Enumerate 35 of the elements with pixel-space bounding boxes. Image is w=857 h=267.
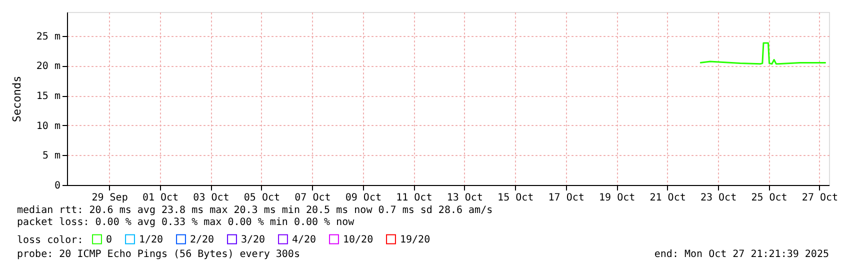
x-tick-label: 17 Oct bbox=[548, 192, 584, 204]
y-axis-title: Seconds bbox=[10, 76, 24, 122]
y-tick-label: 15 m bbox=[36, 91, 60, 102]
x-tick-label: 11 Oct bbox=[396, 192, 432, 204]
x-tick-label: 13 Oct bbox=[446, 192, 483, 204]
x-tick-label: 29 Sep bbox=[92, 192, 128, 204]
x-tick-label: 03 Oct bbox=[193, 192, 230, 204]
x-tick-label: 19 Oct bbox=[599, 192, 636, 204]
y-tick-label: 10 m bbox=[36, 120, 60, 132]
x-tick-label: 25 Oct bbox=[751, 192, 788, 204]
x-tick-label: 27 Oct bbox=[802, 192, 838, 204]
legend-label: 1/20 bbox=[139, 234, 164, 246]
legend-title: loss color: bbox=[17, 235, 84, 246]
y-tick-label: 5 m bbox=[42, 150, 60, 162]
text: median rtt: 20.6 ms avg 23.8 ms max 20.3 ms min 20.5 ms now 0.7 ms sd 28.6 am/s bbox=[17, 205, 493, 216]
legend-label: 4/20 bbox=[292, 234, 316, 246]
text: packet loss: 0.00 % avg 0.33 % max 0.00 % min 0.00 % now bbox=[17, 217, 356, 228]
x-tick-label: 01 Oct bbox=[142, 192, 179, 204]
x-tick-label: 15 Oct bbox=[498, 192, 534, 204]
legend-label: 3/20 bbox=[241, 234, 266, 246]
y-tick-label: 25 m bbox=[36, 31, 60, 42]
x-tick-label: 05 Oct bbox=[244, 192, 280, 204]
x-tick-label: 21 Oct bbox=[650, 192, 686, 204]
x-tick-label: 23 Oct bbox=[700, 192, 737, 204]
legend-label: 2/20 bbox=[190, 234, 214, 246]
y-tick-label: 0 bbox=[54, 180, 60, 192]
y-tick-label: 20 m bbox=[36, 61, 60, 72]
text: probe: 20 ICMP Echo Pings (56 Bytes) every 300s bbox=[17, 249, 300, 260]
legend-label: 19/20 bbox=[400, 234, 430, 246]
x-tick-label: 07 Oct bbox=[294, 192, 331, 204]
text: end: Mon Oct 27 21:21:39 2025 bbox=[654, 249, 829, 260]
legend-label: 10/20 bbox=[343, 234, 374, 246]
line-series bbox=[699, 42, 827, 65]
x-tick-label: 09 Oct bbox=[345, 192, 382, 204]
legend-label: 0 bbox=[106, 234, 112, 246]
